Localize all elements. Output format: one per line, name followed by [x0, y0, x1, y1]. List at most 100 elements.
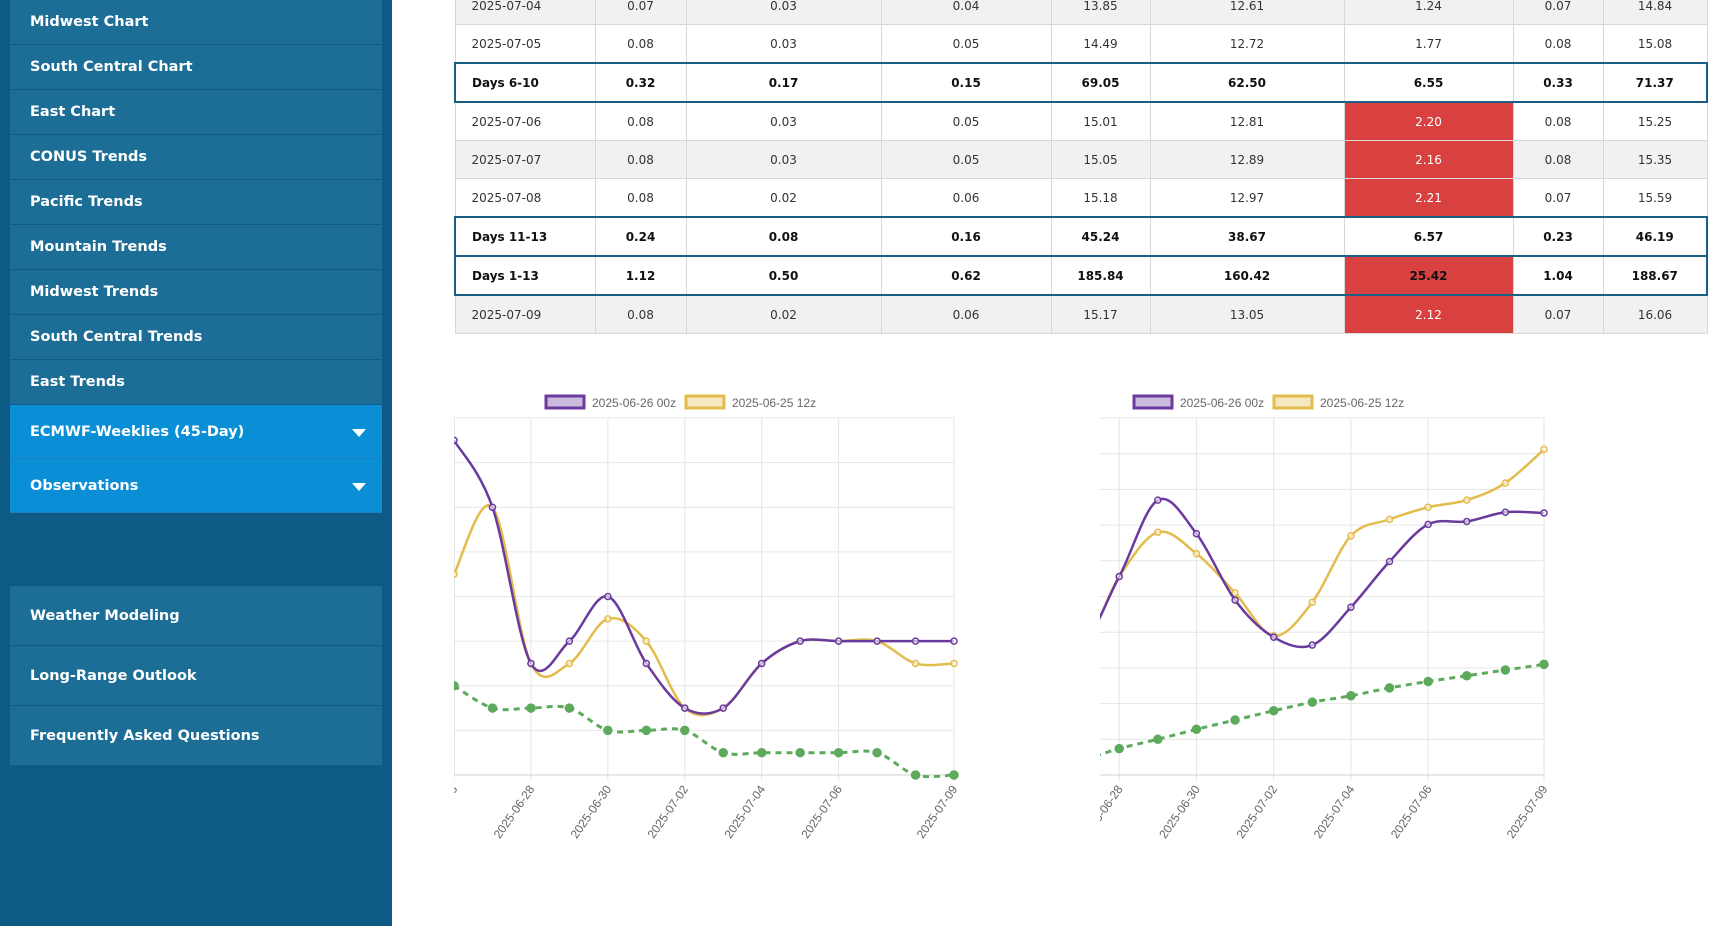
sidebar-item-long-range-outlook[interactable]: Long-Range Outlook — [10, 646, 382, 706]
table-cell: 0.07 — [1512, 294, 1604, 334]
sidebar-item-east-trends[interactable]: East Trends — [10, 360, 382, 405]
data-point — [1463, 517, 1471, 526]
data-point — [1153, 734, 1163, 745]
data-point — [833, 747, 844, 758]
table-cell: 12.61 — [1149, 0, 1345, 25]
data-point — [642, 659, 651, 668]
x-tick-label: 2025-07-09 — [1504, 782, 1551, 841]
table-cell: 160.42 — [1149, 255, 1345, 296]
data-point — [872, 747, 882, 758]
data-point — [911, 659, 920, 668]
table-cell: 0.08 — [594, 294, 687, 334]
data-point — [1308, 598, 1317, 606]
sidebar-dropdown-ecmwf-weeklies[interactable]: ECMWF-Weeklies (45-Day) — [10, 405, 382, 459]
table-cell: 62.50 — [1149, 62, 1345, 103]
sidebar-item-south-central-chart[interactable]: South Central Chart — [10, 45, 382, 90]
table-cell: 12.97 — [1149, 178, 1345, 218]
table-cell: 2.16 — [1343, 140, 1514, 179]
data-point — [1231, 589, 1239, 597]
x-tick-label: 2025-06-26 — [454, 782, 461, 841]
table-cell: 0.07 — [1512, 178, 1604, 218]
data-point — [950, 659, 958, 668]
table-row: 2025-07-05 0.08 0.03 0.05 14.49 12.72 1.77 0.08… — [454, 24, 1708, 64]
x-tick-label: 2025-07-04 — [1311, 782, 1358, 841]
x-tick-label: 2025-06-28 — [491, 782, 538, 841]
summary-row: Days 11-13 0.24 0.08 0.16 45.24 38.67 6.57 0.23… — [454, 216, 1708, 257]
row-label-cell: 2025-07-04 — [454, 0, 596, 25]
data-point — [1230, 715, 1240, 725]
sidebar-item-midwest-trends[interactable]: Midwest Trends — [10, 270, 382, 315]
table-cell: 12.81 — [1149, 101, 1345, 141]
table-row: 2025-07-08 0.08 0.02 0.06 15.18 12.97 2.21 0.07… — [454, 178, 1708, 218]
table-cell: 0.24 — [594, 216, 687, 257]
table-cell: 46.19 — [1602, 216, 1708, 257]
sidebar-item-weather-modeling[interactable]: Weather Modeling — [10, 586, 382, 646]
row-label-cell: 2025-07-07 — [454, 140, 596, 179]
table-cell: 0.02 — [685, 294, 882, 334]
table-cell: 69.05 — [1050, 62, 1151, 103]
sidebar-item-midwest-chart[interactable]: Midwest Chart — [10, 0, 382, 45]
data-point — [1501, 508, 1510, 516]
table-cell: 15.59 — [1602, 178, 1708, 218]
table-cell: 0.08 — [1512, 101, 1604, 141]
table-cell: 1.77 — [1343, 24, 1514, 64]
sidebar-item-mountain-trends[interactable]: Mountain Trends — [10, 225, 382, 270]
data-point — [757, 659, 766, 668]
sidebar-item-pacific-trends[interactable]: Pacific Trends — [10, 180, 382, 225]
x-tick-label: 2025-07-09 — [914, 782, 961, 841]
data-point — [1191, 724, 1202, 735]
sidebar-dropdown-observations[interactable]: Observations — [10, 459, 382, 513]
data-point — [1269, 633, 1278, 641]
data-point — [1192, 549, 1201, 558]
data-point — [680, 725, 690, 736]
hdd-chart: Heating Degree Days2025-06-26 00z2025-06… — [414, 363, 1060, 926]
table-cell: 0.08 — [594, 140, 687, 179]
table-cell: 0.07 — [594, 0, 687, 25]
table-cell: 0.50 — [685, 255, 882, 296]
table-cell: 13.85 — [1050, 0, 1151, 25]
chart-svg: Cooling Degree Days2025-06-26 00z2025-06… — [1002, 363, 1551, 841]
sidebar-item-south-central-trends[interactable]: South Central Trends — [10, 315, 382, 360]
nav-group-main: Weather Modeling Long-Range Outlook Freq… — [10, 586, 382, 766]
data-point — [450, 570, 458, 578]
data-point — [1231, 596, 1239, 604]
sidebar-item-faq[interactable]: Frequently Asked Questions — [10, 706, 382, 766]
table-cell: 0.08 — [594, 24, 687, 64]
table-cell: 0.62 — [880, 255, 1052, 296]
table-cell: 12.89 — [1149, 140, 1345, 179]
sidebar-item-conus-trends[interactable]: CONUS Trends — [10, 135, 382, 180]
caret-down-icon — [352, 429, 366, 437]
data-point — [1384, 683, 1395, 693]
chart-svg: Heating Degree Days2025-06-26 00z2025-06… — [414, 363, 961, 841]
data-point — [1463, 496, 1471, 504]
x-tick-label: 2025-07-04 — [721, 782, 768, 841]
table-cell: 1.24 — [1343, 0, 1514, 25]
data-point — [834, 637, 843, 645]
table-cell: 16.06 — [1602, 294, 1708, 334]
table-cell: 0.02 — [685, 178, 882, 218]
table-cell: 45.24 — [1050, 216, 1151, 257]
data-point — [1115, 572, 1123, 581]
table-cell: 0.07 — [1512, 0, 1604, 25]
table-cell: 15.05 — [1050, 140, 1151, 179]
data-point — [488, 503, 497, 511]
data-point — [1424, 520, 1432, 529]
table-cell: 0.03 — [685, 0, 882, 25]
nav-group-regional: Midwest Chart South Central Chart East C… — [10, 0, 382, 513]
table-cell: 0.17 — [685, 62, 882, 103]
x-tick-label: 2025-07-02 — [645, 782, 692, 841]
table-row: 2025-07-07 0.08 0.03 0.05 15.05 12.89 2.16 0.08… — [454, 140, 1708, 179]
data-point — [681, 704, 689, 712]
table-cell: 0.03 — [685, 140, 882, 179]
table-cell: 0.04 — [880, 0, 1052, 25]
data-point — [604, 615, 612, 623]
row-label-cell: Days 1-13 — [454, 255, 596, 296]
data-point — [526, 703, 536, 713]
table-cell: 0.03 — [685, 24, 882, 64]
data-point — [565, 637, 574, 645]
table-cell: 14.84 — [1602, 0, 1708, 25]
data-point — [910, 770, 921, 780]
data-point — [950, 637, 958, 645]
data-point — [642, 637, 651, 645]
sidebar-item-east-chart[interactable]: East Chart — [10, 90, 382, 135]
